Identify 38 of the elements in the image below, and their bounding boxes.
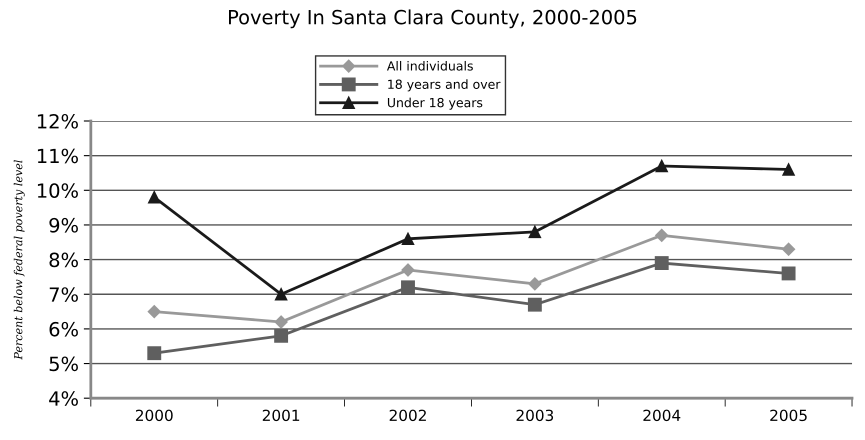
chart-title: Poverty In Santa Clara County, 2000-2005 — [229, 9, 636, 28]
point — [655, 228, 668, 242]
x-tick-label: 2003 — [516, 410, 554, 422]
y-tick-label: 12% — [38, 114, 78, 129]
point — [274, 315, 288, 329]
point — [782, 266, 796, 280]
point — [654, 256, 669, 270]
y-tick-label: 7% — [50, 287, 78, 302]
legend-label: Under 18 years — [388, 98, 482, 110]
y-tick-label: 11% — [38, 148, 78, 164]
point — [401, 263, 415, 277]
x-tick-label: 2002 — [390, 410, 426, 422]
y-tick-label: 4% — [49, 391, 78, 406]
point — [148, 190, 161, 204]
point — [274, 328, 288, 343]
x-tick-label: 2005 — [770, 410, 807, 422]
point — [528, 298, 542, 312]
y-tick-label: 10% — [38, 183, 78, 198]
point — [782, 242, 796, 256]
point — [528, 226, 542, 238]
point — [402, 232, 414, 246]
y-tick-label: 5% — [50, 356, 78, 372]
legend-label: 18 years and over — [388, 79, 500, 92]
x-tick-label: 2000 — [136, 410, 173, 422]
point — [274, 288, 288, 300]
point — [782, 163, 795, 176]
y-axis-title: Percent below federal poverty level — [14, 160, 25, 360]
y-tick-label: 8% — [49, 252, 78, 268]
point — [655, 160, 668, 172]
point — [148, 304, 161, 318]
x-tick-label: 2004 — [643, 410, 680, 422]
point — [147, 346, 162, 360]
legend-label: All individuals — [386, 60, 473, 71]
y-tick-label: 9% — [49, 218, 78, 233]
point — [401, 280, 415, 294]
point — [528, 277, 542, 290]
x-tick-label: 2001 — [262, 410, 300, 422]
y-tick-label: 6% — [50, 322, 78, 337]
